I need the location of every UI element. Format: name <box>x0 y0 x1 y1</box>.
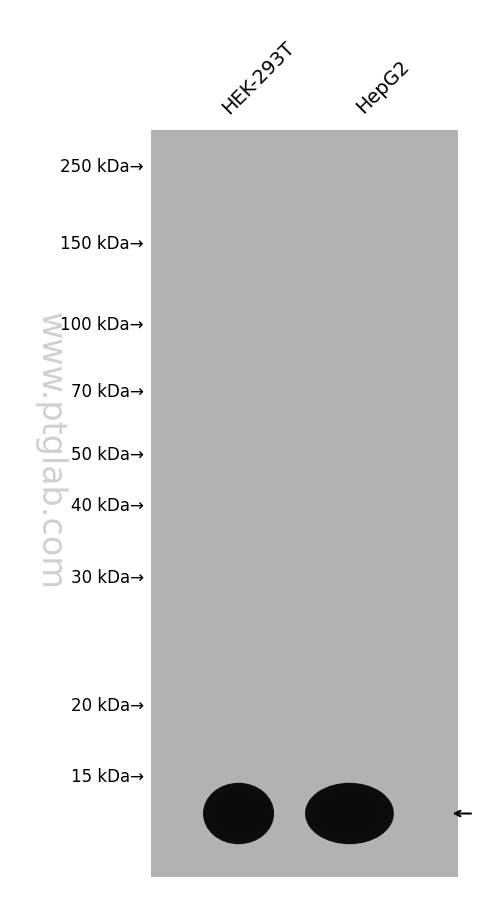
Bar <box>151 131 458 877</box>
Text: 40 kDa→: 40 kDa→ <box>71 496 144 514</box>
Text: www.ptglab.com: www.ptglab.com <box>34 312 67 590</box>
Ellipse shape <box>312 787 387 840</box>
Text: HEK-293T: HEK-293T <box>218 38 298 117</box>
Ellipse shape <box>214 792 264 835</box>
Ellipse shape <box>205 785 272 842</box>
Text: 70 kDa→: 70 kDa→ <box>71 382 144 400</box>
Text: 250 kDa→: 250 kDa→ <box>60 158 144 176</box>
Text: 150 kDa→: 150 kDa→ <box>60 235 144 253</box>
Text: 50 kDa→: 50 kDa→ <box>71 446 144 464</box>
Text: 30 kDa→: 30 kDa→ <box>71 568 144 586</box>
Ellipse shape <box>307 785 392 842</box>
Text: 15 kDa→: 15 kDa→ <box>71 767 144 785</box>
Text: 20 kDa→: 20 kDa→ <box>71 696 144 714</box>
Ellipse shape <box>203 783 274 844</box>
Text: HepG2: HepG2 <box>353 57 413 117</box>
Text: 100 kDa→: 100 kDa→ <box>60 316 144 334</box>
Ellipse shape <box>208 787 269 840</box>
Ellipse shape <box>318 792 381 835</box>
Ellipse shape <box>305 783 394 844</box>
